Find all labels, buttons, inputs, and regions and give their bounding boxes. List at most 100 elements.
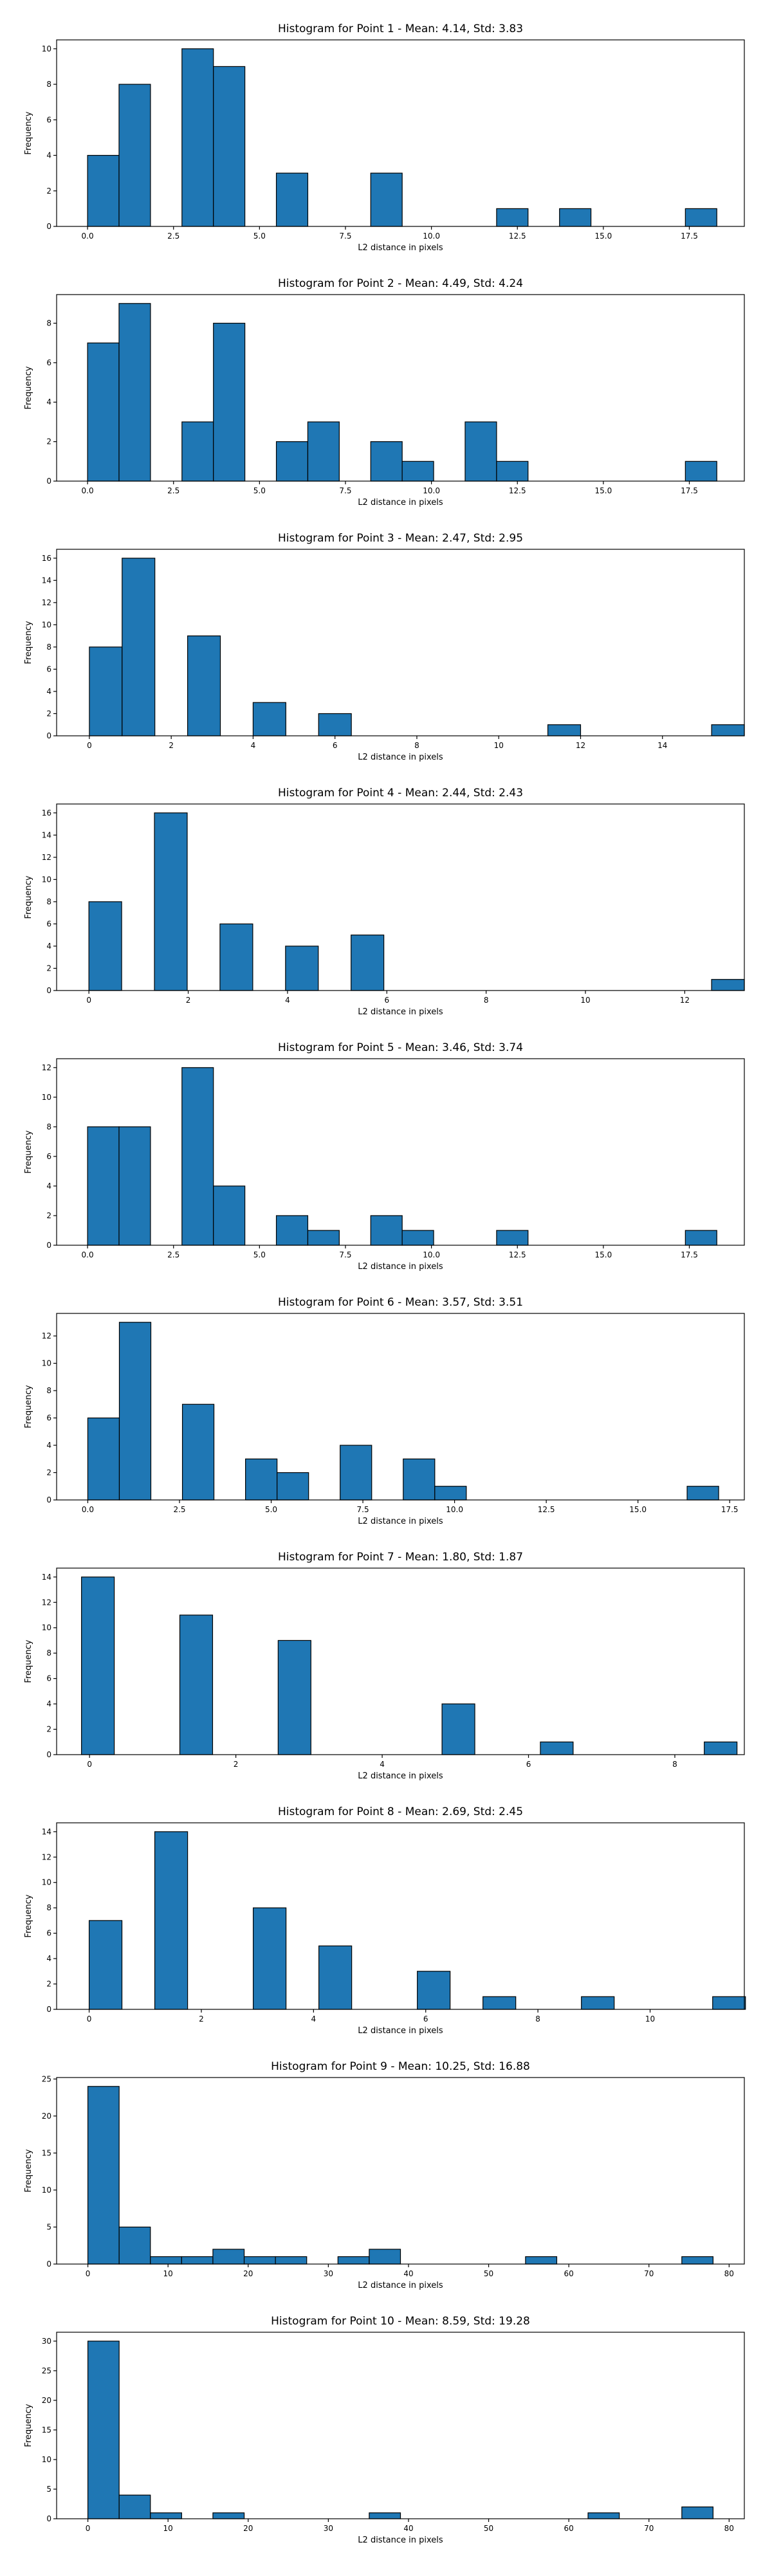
x-tick-label: 70 (644, 2524, 654, 2533)
y-axis-label: Frequency (24, 875, 33, 918)
histogram-bar (685, 1230, 717, 1246)
histogram-bar (118, 84, 151, 227)
x-tick-label: 4 (311, 2014, 317, 2023)
y-tick-label: 0 (46, 1241, 51, 1250)
y-tick-label: 2 (46, 1725, 51, 1734)
y-tick-label: 15 (42, 2148, 51, 2157)
histogram-bar (87, 1126, 120, 1246)
y-tick-label: 8 (46, 1122, 51, 1131)
chart-title: Histogram for Point 9 - Mean: 10.25, Std… (271, 2060, 530, 2073)
chart-title: Histogram for Point 7 - Mean: 1.80, Std:… (278, 1551, 523, 1564)
x-tick-label: 2.5 (173, 1505, 185, 1514)
plot-frame (56, 1313, 745, 1501)
x-tick-label: 17.5 (721, 1505, 739, 1514)
histogram-bar (340, 1445, 372, 1501)
histogram-bar (219, 923, 253, 991)
x-tick-label: 17.5 (681, 1250, 698, 1259)
x-tick-label: 15.0 (629, 1505, 647, 1514)
histogram-bar (213, 1185, 246, 1246)
chart-title: Histogram for Point 2 - Mean: 4.49, Std:… (278, 277, 523, 290)
histogram-bar (681, 2506, 714, 2519)
y-axis-label: Frequency (24, 1640, 33, 1683)
x-axis-label: L2 distance in pixels (358, 1262, 443, 1272)
histogram-bar (213, 322, 246, 482)
y-tick-label: 4 (46, 151, 51, 160)
y-tick-label: 0 (46, 2005, 51, 2014)
x-tick-label: 70 (644, 2269, 654, 2278)
y-tick-label: 0 (46, 1750, 51, 1759)
y-tick-label: 30 (42, 2337, 51, 2346)
x-tick-label: 30 (324, 2524, 333, 2533)
x-tick-label: 10.0 (423, 1250, 440, 1259)
chart-panel-1: Histogram for Point 1 - Mean: 4.14, Std:… (24, 23, 745, 253)
x-tick-label: 7.5 (357, 1505, 369, 1514)
histogram-bar (181, 2256, 214, 2265)
y-tick-label: 4 (46, 1954, 51, 1963)
histogram-bar (122, 558, 156, 736)
histogram-bar (275, 441, 309, 482)
x-tick-label: 60 (564, 2269, 574, 2278)
histogram-bar (87, 2341, 120, 2519)
y-tick-label: 2 (46, 964, 51, 973)
y-tick-label: 14 (42, 830, 51, 839)
x-tick-label: 20 (243, 2524, 253, 2533)
histogram-bar (370, 1215, 403, 1246)
histogram-bar (711, 724, 745, 736)
y-tick-label: 6 (46, 919, 51, 928)
y-tick-label: 4 (46, 1182, 51, 1191)
x-tick-label: 30 (324, 2269, 333, 2278)
chart-panel-2: Histogram for Point 2 - Mean: 4.49, Std:… (24, 277, 745, 507)
histogram-bar (581, 1996, 615, 2010)
y-tick-label: 0 (46, 222, 51, 231)
histogram-bar (547, 724, 582, 736)
x-tick-label: 12.5 (509, 232, 526, 241)
y-tick-label: 6 (46, 664, 51, 673)
plot-frame (56, 1822, 745, 2010)
chart-panel-9: Histogram for Point 9 - Mean: 10.25, Std… (24, 2060, 745, 2290)
histogram-bar (540, 1741, 574, 1755)
x-tick-label: 12.5 (509, 486, 526, 495)
histogram-bar (87, 2086, 120, 2265)
histogram-bar (245, 1458, 278, 1501)
x-tick-label: 15.0 (594, 232, 612, 241)
y-tick-label: 16 (42, 554, 51, 563)
histogram-bar (181, 1403, 215, 1501)
x-tick-label: 2.5 (167, 232, 179, 241)
chart-panel-7: Histogram for Point 7 - Mean: 1.80, Std:… (24, 1551, 745, 1781)
histogram-bar (401, 1230, 434, 1246)
histogram-bar (587, 2512, 620, 2519)
y-tick-label: 10 (42, 620, 51, 629)
x-tick-label: 0 (86, 2269, 91, 2278)
histogram-bar (88, 901, 122, 991)
histogram-bar (181, 48, 214, 227)
x-tick-label: 0 (87, 741, 92, 750)
histogram-bar (370, 172, 403, 227)
y-axis-label: Frequency (24, 1385, 33, 1428)
x-tick-label: 17.5 (681, 486, 698, 495)
x-tick-label: 4 (251, 741, 256, 750)
x-tick-label: 8 (672, 1760, 677, 1769)
x-tick-label: 0 (86, 996, 91, 1005)
x-tick-label: 5.0 (253, 486, 266, 495)
y-tick-label: 2 (46, 1468, 51, 1477)
histogram-bar (277, 1472, 309, 1501)
x-tick-label: 0 (86, 2524, 91, 2533)
plot-frame (56, 2077, 745, 2265)
x-tick-label: 40 (403, 2269, 413, 2278)
histogram-bar (275, 1215, 309, 1246)
histogram-bar (118, 1322, 152, 1501)
histogram-bar (318, 713, 352, 736)
x-axis-label: L2 distance in pixels (358, 243, 443, 253)
histogram-bar (81, 1576, 115, 1755)
histogram-bar (181, 1067, 214, 1246)
y-axis-label: Frequency (24, 1894, 33, 1937)
x-tick-label: 4 (380, 1760, 385, 1769)
histogram-bar (441, 1703, 475, 1755)
histogram-bar (243, 2256, 276, 2265)
x-axis-label: L2 distance in pixels (358, 498, 443, 507)
histogram-bar (154, 1831, 188, 2010)
x-tick-label: 8 (484, 996, 489, 1005)
x-tick-label: 0 (87, 1760, 92, 1769)
histogram-bar (712, 1996, 746, 2010)
x-tick-label: 2 (169, 741, 174, 750)
